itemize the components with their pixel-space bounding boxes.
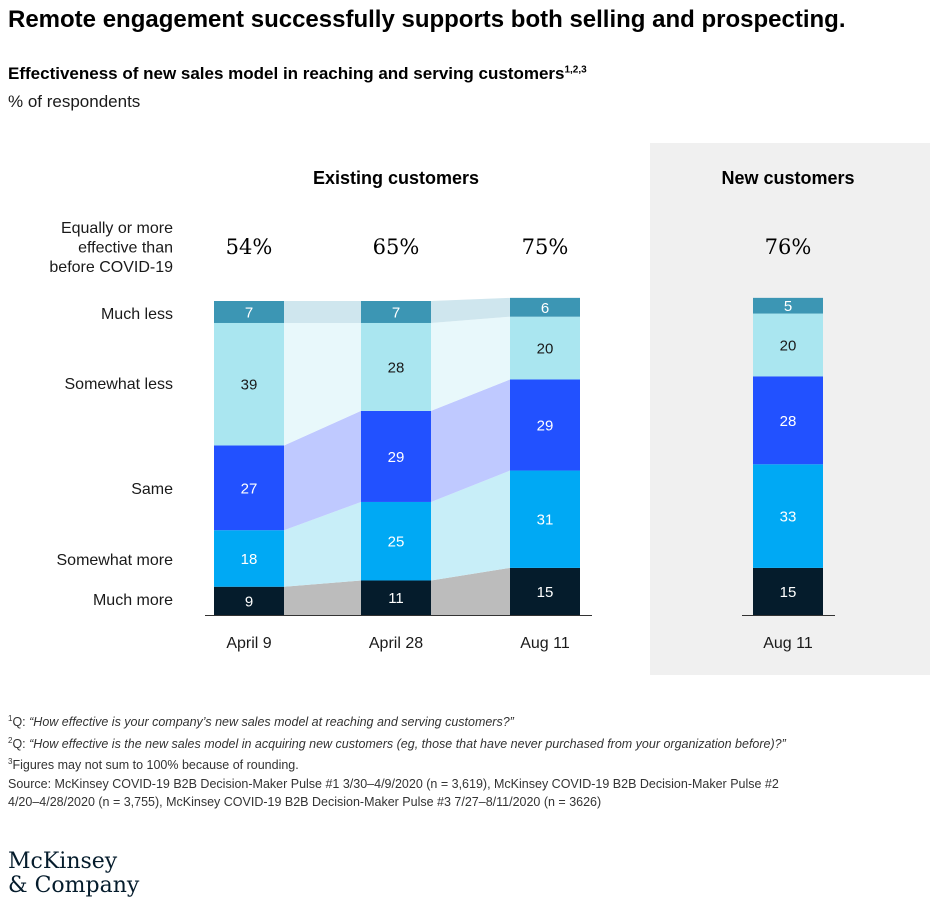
value-label-somewhat-less: 20 (780, 337, 797, 354)
bar-segment-same (753, 376, 823, 465)
bar-segment-somewhat-more (214, 530, 284, 587)
bar-segment-somewhat-less (510, 316, 580, 380)
connector-much-more (284, 580, 361, 615)
category-label-somewhat-less: Somewhat less (65, 376, 174, 393)
footnote-1: 1Q: “How effective is your company’s new… (8, 714, 514, 730)
value-label-much-more: 15 (537, 584, 554, 601)
category-label-same: Same (131, 481, 173, 498)
value-label-somewhat-more: 31 (537, 512, 554, 529)
subtitle-text: Effectiveness of new sales model in reac… (8, 64, 565, 83)
connector-much-less (284, 301, 361, 323)
connector-much-less (431, 297, 510, 323)
bar-segment-much-more (510, 567, 580, 615)
footnotes: 1Q: “How effective is your company’s new… (8, 710, 928, 812)
value-label-somewhat-more: 33 (780, 509, 797, 526)
bar-segment-somewhat-more (361, 501, 431, 581)
connector-somewhat-less (431, 316, 510, 411)
source-note: Source: McKinsey COVID-19 B2B Decision-M… (8, 776, 779, 810)
connector-somewhat-less (284, 322, 361, 446)
value-label-much-more: 11 (388, 590, 404, 607)
value-label-much-less: 6 (541, 300, 549, 317)
connector-same (431, 379, 510, 502)
group-header-new: New customers (721, 168, 854, 188)
value-label-somewhat-less: 28 (388, 359, 405, 376)
connector-same (284, 410, 361, 531)
bar-segment-much-less (753, 297, 823, 314)
bar-segment-much-more (361, 580, 431, 615)
value-label-same: 29 (537, 418, 554, 435)
bar-segment-somewhat-more (753, 464, 823, 568)
total-percentage-label: 76% (765, 235, 812, 259)
value-label-much-more: 15 (780, 584, 797, 601)
subtitle-footnote-marks: 1,2,3 (564, 64, 587, 76)
value-label-somewhat-more: 18 (241, 551, 258, 568)
unit-label: % of respondents (8, 92, 141, 111)
value-label-same: 28 (780, 413, 797, 430)
x-tick-label: Aug 11 (763, 635, 813, 652)
row-header-label: Equally or more effective than before COVI… (49, 220, 173, 276)
stacked-bar-chart: 9 18 27 39 7 April 9 54% 11 25 29 28 7 April 28 65% 15… (49, 143, 930, 675)
bar-segment-same (361, 410, 431, 502)
bar-segment-same (214, 445, 284, 531)
value-label-much-more: 9 (245, 593, 253, 610)
x-tick-label: April 9 (226, 635, 271, 652)
mckinsey-logo: McKinsey & Company (8, 850, 139, 898)
bar-segment-much-less (510, 297, 580, 317)
value-label-much-less: 5 (784, 298, 792, 315)
value-label-same: 29 (388, 449, 405, 466)
footnote-2: 2Q: “How effective is the new sales mode… (8, 735, 786, 751)
connector-somewhat-more (284, 501, 361, 587)
x-tick-label: April 28 (369, 635, 423, 652)
total-percentage-label: 75% (522, 235, 569, 259)
category-label-much-more: Much more (93, 592, 173, 609)
value-label-somewhat-less: 39 (241, 377, 258, 394)
connector-somewhat-more (431, 470, 510, 581)
category-label-somewhat-more: Somewhat more (57, 552, 174, 569)
value-label-much-less: 7 (392, 304, 400, 321)
bar-segment-much-less (214, 301, 284, 323)
x-tick-label: Aug 11 (520, 635, 570, 652)
chart-subtitle: Effectiveness of new sales model in reac… (8, 64, 587, 84)
bar-segment-much-less (361, 301, 431, 323)
logo-line-1: McKinsey (8, 849, 118, 874)
bar-segment-much-more (753, 567, 823, 615)
logo-line-2: & Company (8, 873, 140, 898)
bar-segment-somewhat-less (214, 322, 284, 446)
value-label-same: 27 (241, 480, 258, 497)
total-percentage-label: 54% (226, 235, 273, 259)
bar-segment-somewhat-less (753, 313, 823, 377)
footnote-3: 3Figures may not sum to 100% because of … (8, 757, 299, 773)
bar-segment-much-more (214, 586, 284, 615)
bar-segment-somewhat-more (510, 470, 580, 568)
connector-much-more (431, 567, 510, 615)
bar-segment-somewhat-less (361, 322, 431, 411)
bar-segment-same (510, 379, 580, 471)
value-label-somewhat-more: 25 (388, 534, 405, 551)
total-percentage-label: 65% (373, 235, 420, 259)
group-header-existing: Existing customers (313, 168, 479, 188)
category-label-much-less: Much less (101, 306, 173, 323)
chart-title: Remote engagement successfully supports … (8, 6, 846, 33)
value-label-somewhat-less: 20 (537, 341, 554, 358)
value-label-much-less: 7 (245, 304, 253, 321)
